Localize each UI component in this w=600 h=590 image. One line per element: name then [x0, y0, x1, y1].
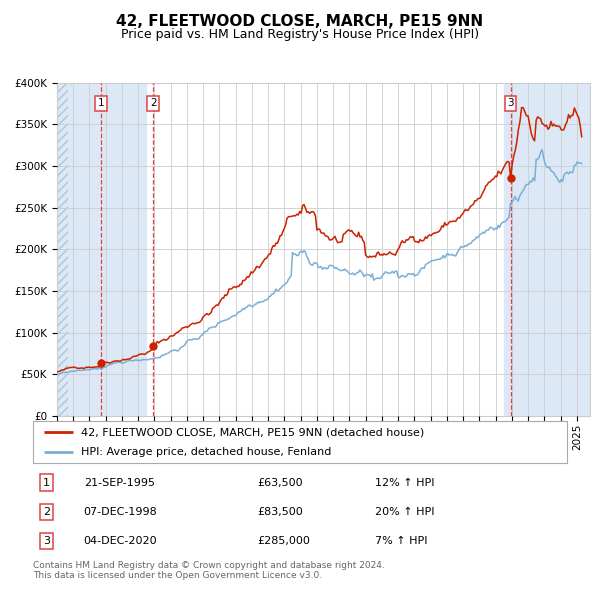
Text: £285,000: £285,000: [257, 536, 310, 546]
Bar: [504, 83, 590, 416]
Text: £83,500: £83,500: [257, 507, 303, 517]
Text: 3: 3: [43, 536, 50, 546]
Text: 07-DEC-1998: 07-DEC-1998: [84, 507, 157, 517]
Text: 1: 1: [43, 477, 50, 487]
Text: Contains HM Land Registry data © Crown copyright and database right 2024.
This d: Contains HM Land Registry data © Crown c…: [33, 560, 385, 580]
Text: 7% ↑ HPI: 7% ↑ HPI: [375, 536, 427, 546]
Text: 42, FLEETWOOD CLOSE, MARCH, PE15 9NN: 42, FLEETWOOD CLOSE, MARCH, PE15 9NN: [116, 14, 484, 28]
Text: 12% ↑ HPI: 12% ↑ HPI: [375, 477, 434, 487]
Text: 20% ↑ HPI: 20% ↑ HPI: [375, 507, 434, 517]
Text: 3: 3: [507, 99, 514, 109]
Text: 2: 2: [43, 507, 50, 517]
Text: HPI: Average price, detached house, Fenland: HPI: Average price, detached house, Fenl…: [81, 447, 331, 457]
Text: 21-SEP-1995: 21-SEP-1995: [84, 477, 155, 487]
Text: 04-DEC-2020: 04-DEC-2020: [84, 536, 157, 546]
Text: 42, FLEETWOOD CLOSE, MARCH, PE15 9NN (detached house): 42, FLEETWOOD CLOSE, MARCH, PE15 9NN (de…: [81, 427, 424, 437]
Text: 1: 1: [98, 99, 104, 109]
Bar: [68, 83, 146, 416]
Text: £63,500: £63,500: [257, 477, 303, 487]
Text: Price paid vs. HM Land Registry's House Price Index (HPI): Price paid vs. HM Land Registry's House …: [121, 28, 479, 41]
Text: 2: 2: [150, 99, 157, 109]
